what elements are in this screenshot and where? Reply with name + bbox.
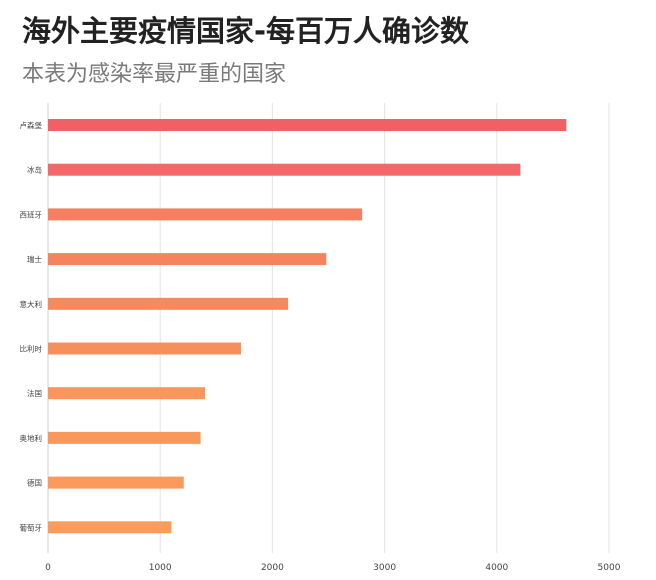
bar	[48, 297, 289, 310]
x-tick-label: 0	[45, 563, 51, 573]
category-label: 瑞士	[27, 254, 42, 264]
bar	[48, 253, 327, 266]
category-label: 奥地利	[20, 433, 43, 443]
x-tick-label: 3000	[373, 563, 396, 573]
x-tick-label: 5000	[598, 563, 621, 573]
bar	[48, 431, 201, 444]
category-label: 德国	[27, 478, 42, 488]
x-tick-label: 1000	[149, 563, 172, 573]
category-label: 葡萄牙	[20, 522, 43, 532]
bar	[48, 476, 184, 489]
x-tick-label: 2000	[261, 563, 284, 573]
x-tick-label: 4000	[485, 563, 508, 573]
bar	[48, 342, 241, 355]
bar	[48, 521, 172, 534]
category-label: 西班牙	[20, 209, 43, 219]
bar	[48, 208, 363, 221]
chart-title: 海外主要疫情国家-每百万人确诊数	[22, 14, 470, 48]
bar	[48, 163, 521, 176]
bar	[48, 387, 206, 400]
category-label: 比利时	[20, 344, 43, 354]
category-label: 意大利	[20, 299, 43, 309]
category-label: 冰岛	[27, 165, 42, 175]
category-label: 法国	[27, 388, 42, 398]
chart-subtitle: 本表为感染率最严重的国家	[22, 62, 287, 87]
category-label: 卢森堡	[20, 120, 43, 130]
bar	[48, 119, 567, 131]
